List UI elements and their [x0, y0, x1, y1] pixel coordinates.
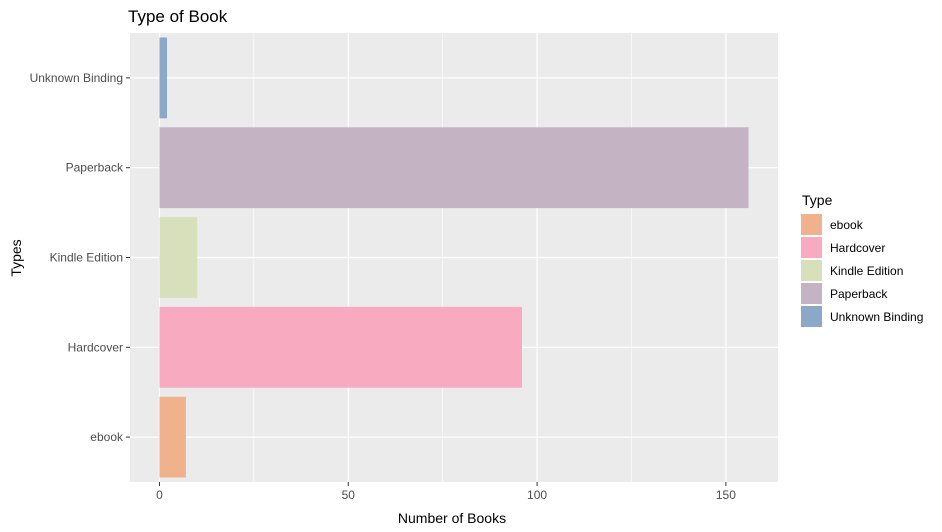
bar-hardcover: [159, 306, 522, 388]
legend-key: [801, 237, 822, 258]
x-axis: 0 50 100 150: [156, 482, 736, 502]
y-tick-label: Unknown Binding: [30, 71, 123, 85]
legend: Type ebook Hardcover Kindle Edition Paperba…: [801, 192, 923, 327]
legend-title: Type: [802, 192, 833, 208]
y-tick-label: ebook: [90, 430, 124, 444]
bar-kindle-edition: [159, 217, 198, 298]
x-tick-label: 50: [342, 488, 356, 502]
y-tick-label: Hardcover: [68, 340, 123, 354]
bar-ebook: [159, 396, 186, 478]
legend-label: Unknown Binding: [830, 310, 923, 324]
y-axis-title: Types: [8, 239, 24, 276]
x-tick-label: 100: [527, 488, 547, 502]
legend-key: [801, 283, 822, 304]
x-tick-label: 150: [716, 488, 736, 502]
legend-key: [801, 214, 822, 235]
bars: [159, 37, 749, 478]
y-axis: ebook Hardcover Kindle Edition Paperback Unk…: [30, 71, 130, 444]
legend-key: [801, 260, 822, 281]
y-tick-label: Paperback: [66, 161, 124, 175]
x-axis-title: Number of Books: [398, 510, 506, 526]
legend-label: Paperback: [830, 287, 888, 301]
legend-label: Hardcover: [830, 241, 885, 255]
legend-label: Kindle Edition: [830, 264, 903, 278]
x-tick-label: 0: [156, 488, 163, 502]
legend-key: [801, 306, 822, 327]
bar-paperback: [159, 127, 749, 209]
bar-unknown-binding: [159, 37, 168, 119]
y-tick-label: Kindle Edition: [50, 251, 123, 265]
chart-title: Type of Book: [128, 7, 228, 26]
legend-label: ebook: [830, 218, 864, 232]
